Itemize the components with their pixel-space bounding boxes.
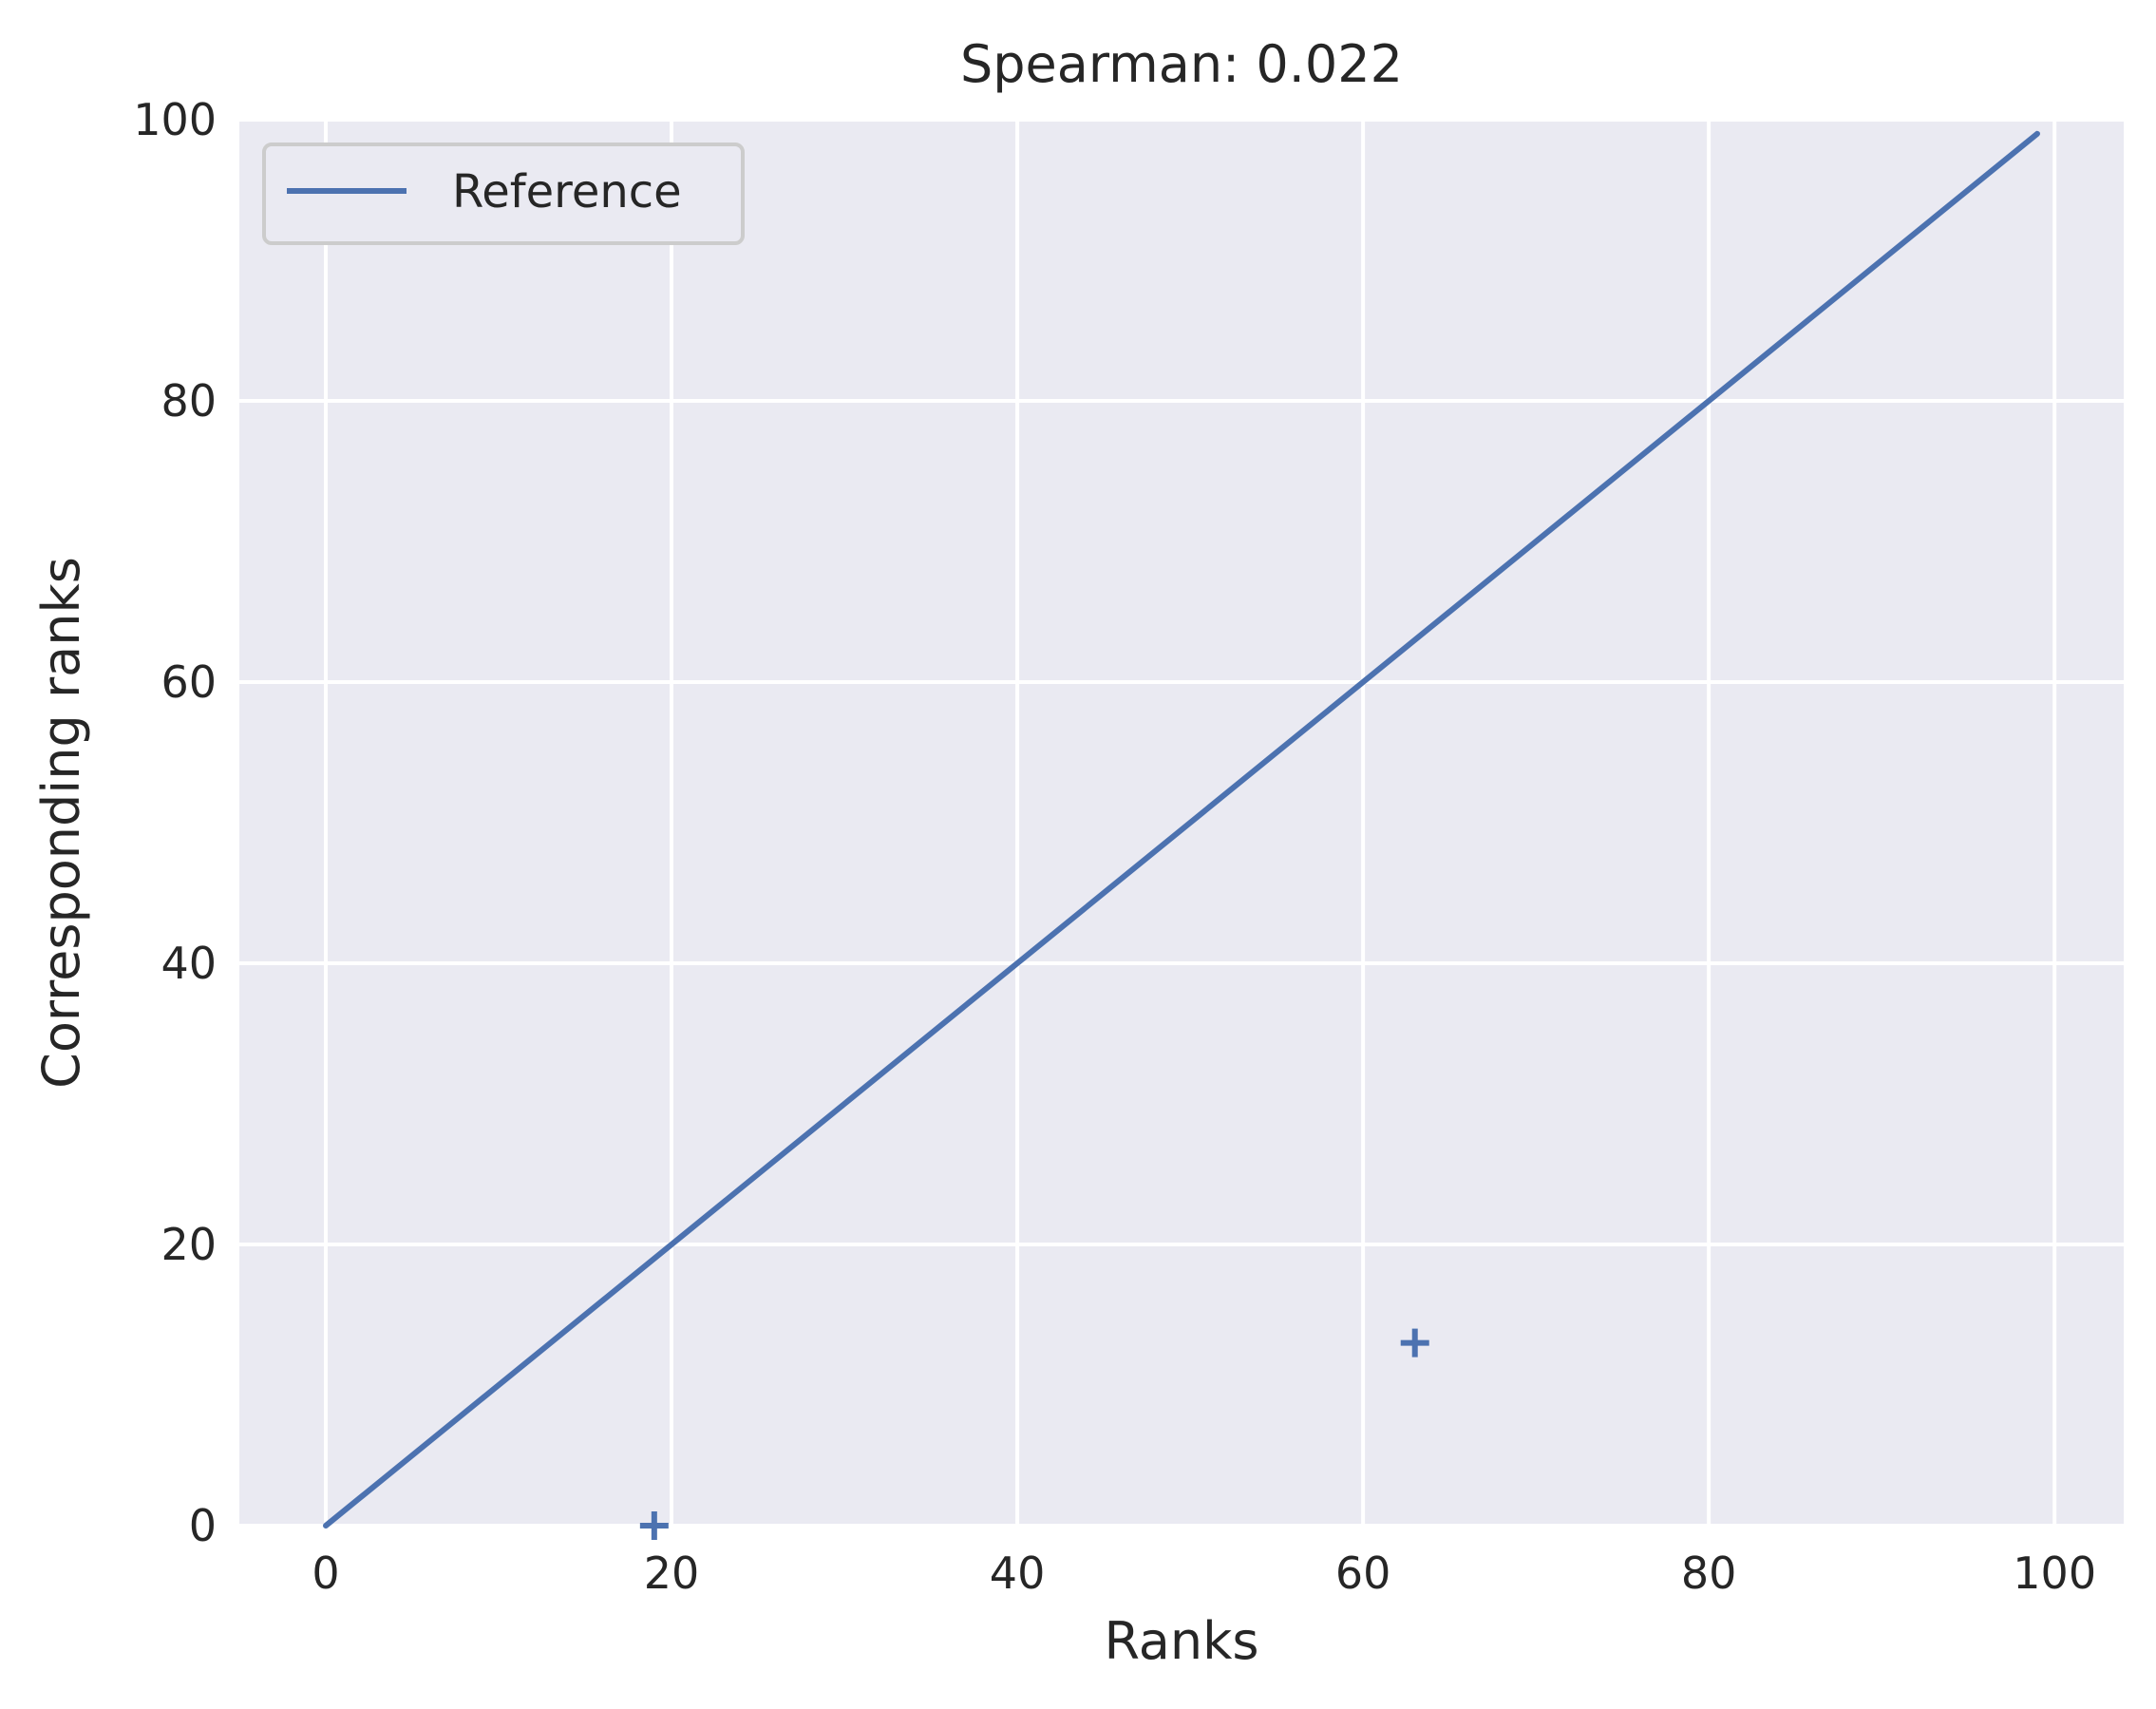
scatter-point — [639, 1511, 669, 1540]
plot-area — [239, 120, 2124, 1526]
y-tick-label: 80 — [161, 375, 217, 427]
y-tick-label: 100 — [133, 94, 217, 145]
chart-title: Spearman: 0.022 — [960, 34, 1403, 94]
reference-line — [323, 130, 2040, 1529]
scatter-point — [1400, 1328, 1429, 1358]
x-tick-label: 60 — [1335, 1548, 1391, 1599]
x-tick-label: 20 — [644, 1548, 700, 1599]
x-tick-label: 0 — [312, 1548, 339, 1599]
y-tick-label: 60 — [161, 656, 217, 708]
x-axis-label: Ranks — [1104, 1611, 1258, 1671]
legend-label-reference: Reference — [452, 165, 682, 218]
y-tick-label: 0 — [189, 1500, 217, 1551]
x-tick-label: 100 — [2013, 1548, 2096, 1599]
x-tick-label: 80 — [1681, 1548, 1737, 1599]
data-marks — [323, 130, 2040, 1540]
y-tick-label: 40 — [161, 938, 217, 989]
y-tick-label: 20 — [161, 1219, 217, 1270]
x-tick-label: 40 — [990, 1548, 1046, 1599]
legend: Reference — [262, 142, 745, 245]
y-axis-label: Corresponding ranks — [31, 557, 91, 1089]
tick-labels: 0 20 40 60 80 100 0 20 40 60 80 100 — [133, 94, 2096, 1599]
legend-box — [262, 142, 745, 245]
grid — [239, 118, 2124, 1528]
